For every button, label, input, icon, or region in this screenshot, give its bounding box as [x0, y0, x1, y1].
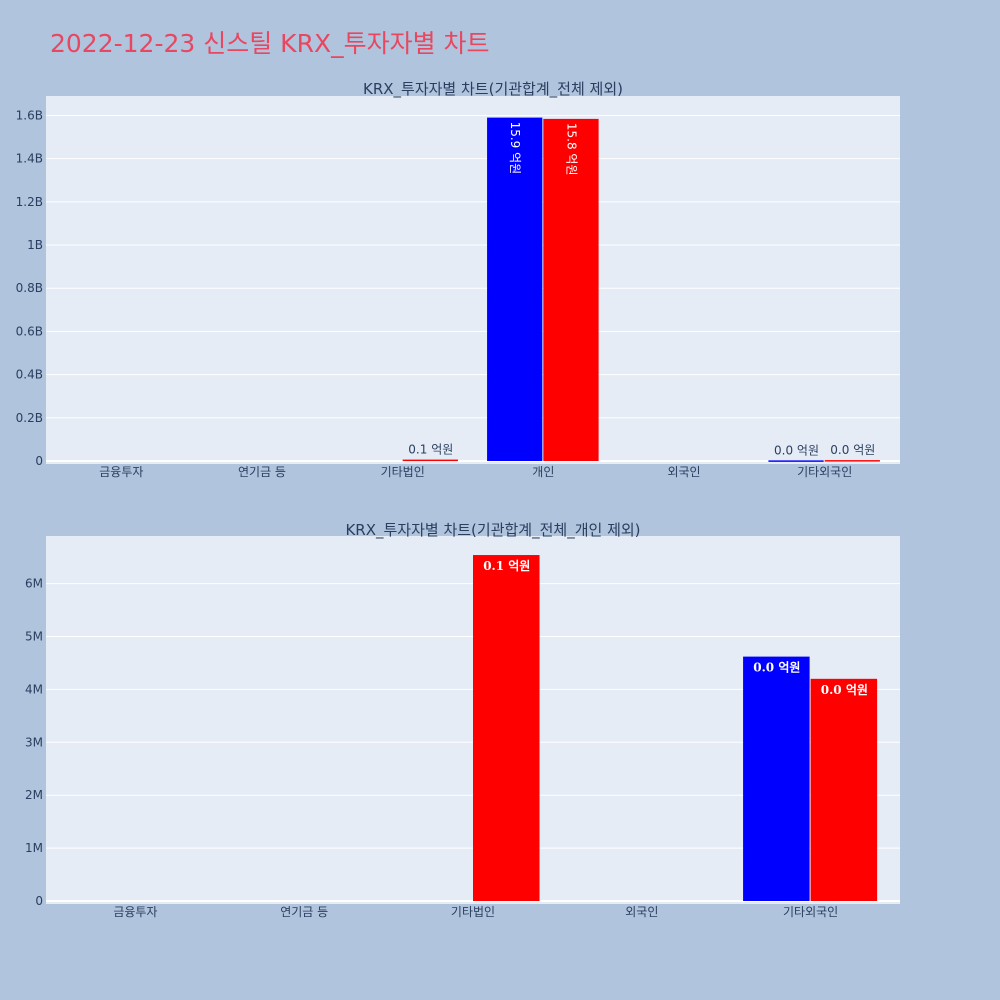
y-tick-label: 5M — [25, 630, 43, 644]
bar — [402, 459, 458, 462]
x-tick-label: 기타법인 — [451, 905, 495, 919]
y-tick-label: 4M — [25, 682, 43, 696]
y-tick-label: 0.2B — [16, 411, 43, 425]
y-tick-label: 1M — [25, 841, 43, 855]
plot-area — [46, 96, 900, 464]
data-label: 15.9 억원 — [508, 122, 522, 175]
y-tick-label: 0.4B — [16, 368, 43, 382]
chart-title: KRX_투자자별 차트(기관합계_전체_개인 제외) — [345, 521, 640, 540]
y-tick-label: 1B — [27, 238, 43, 252]
y-tick-label: 0 — [35, 894, 43, 908]
x-tick-label: 연기금 등 — [280, 905, 328, 919]
y-tick-label: 1.6B — [16, 108, 43, 122]
x-tick-label: 연기금 등 — [238, 465, 286, 479]
bar — [824, 460, 880, 462]
x-tick-label: 기타법인 — [381, 465, 425, 479]
x-tick-label: 금융투자 — [99, 465, 143, 479]
bar — [487, 117, 543, 462]
data-label: 0.0 억원 — [774, 443, 819, 457]
bar — [768, 460, 824, 462]
y-tick-label: 6M — [25, 577, 43, 591]
bar — [543, 118, 599, 461]
x-tick-label: 기타외국인 — [797, 465, 852, 479]
y-tick-label: 2M — [25, 788, 43, 802]
data-label: 0.0 억원 — [821, 683, 868, 697]
x-tick-label: 기타외국인 — [783, 905, 838, 919]
x-tick-label: 외국인 — [625, 905, 658, 919]
data-label: 0.0 억원 — [753, 661, 800, 675]
y-tick-label: 0.6B — [16, 324, 43, 338]
data-label: 0.1 억원 — [483, 559, 530, 573]
page-title: 2022-12-23 신스틸 KRX_투자자별 차트 — [50, 29, 490, 58]
y-tick-label: 0.8B — [16, 281, 43, 295]
x-tick-label: 외국인 — [667, 465, 700, 479]
bar — [743, 656, 810, 901]
data-label: 0.0 억원 — [830, 443, 875, 457]
y-tick-label: 1.4B — [16, 152, 43, 166]
x-tick-label: 금융투자 — [113, 905, 157, 919]
y-tick-label: 3M — [25, 735, 43, 749]
chart-title: KRX_투자자별 차트(기관합계_전체 제외) — [363, 80, 623, 99]
data-label: 0.1 억원 — [408, 443, 453, 457]
y-tick-label: 0 — [35, 454, 43, 468]
y-tick-label: 1.2B — [16, 195, 43, 209]
data-label: 15.8 억원 — [564, 123, 578, 176]
bar — [810, 678, 878, 901]
bar — [473, 555, 540, 901]
x-tick-label: 개인 — [532, 465, 554, 479]
